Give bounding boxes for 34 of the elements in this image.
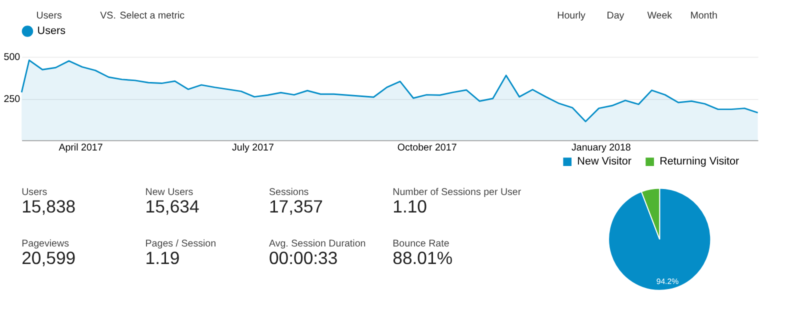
category-label: Number of Sessions per User xyxy=(392,187,522,198)
text: 1.10 xyxy=(392,196,428,217)
category-label: New Users xyxy=(145,187,194,198)
text: Week xyxy=(647,10,672,22)
x-tick-label: October 2017 xyxy=(397,142,457,154)
text: 15,838 xyxy=(22,196,76,217)
text: 1.19 xyxy=(145,248,180,268)
x-tick-label: January 2018 xyxy=(572,142,632,154)
text: 88.01% xyxy=(392,248,453,268)
legend-label: Returning Visitor xyxy=(660,156,740,168)
text: Day xyxy=(606,10,624,22)
text: 15,634 xyxy=(145,196,200,217)
category-label: Pages / Session xyxy=(145,238,216,250)
text: Users xyxy=(36,10,62,22)
text: 20,599 xyxy=(22,248,76,268)
text: Hourly xyxy=(557,10,586,22)
x-tick-label: July 2017 xyxy=(232,142,274,154)
text: VS. xyxy=(100,10,116,22)
pie-slice xyxy=(608,188,712,291)
category-label: Users xyxy=(22,187,48,198)
category-label: Pageviews xyxy=(22,238,70,250)
category-label: Sessions xyxy=(268,187,309,198)
category-label: Avg. Session Duration xyxy=(268,238,366,250)
legend-label: Users xyxy=(37,25,66,38)
text: 00:00:33 xyxy=(268,248,338,268)
x-tick-label: April 2017 xyxy=(58,142,103,154)
data-label: 94.2% xyxy=(656,276,679,286)
text: Month xyxy=(690,10,718,22)
text: 17,357 xyxy=(268,196,323,217)
category-label: Bounce Rate xyxy=(392,238,450,250)
text: Select a metric xyxy=(120,10,185,22)
legend-label: New Visitor xyxy=(577,156,632,168)
y-tick-label: 250 xyxy=(4,94,21,105)
y-tick-label: 500 xyxy=(4,52,21,64)
